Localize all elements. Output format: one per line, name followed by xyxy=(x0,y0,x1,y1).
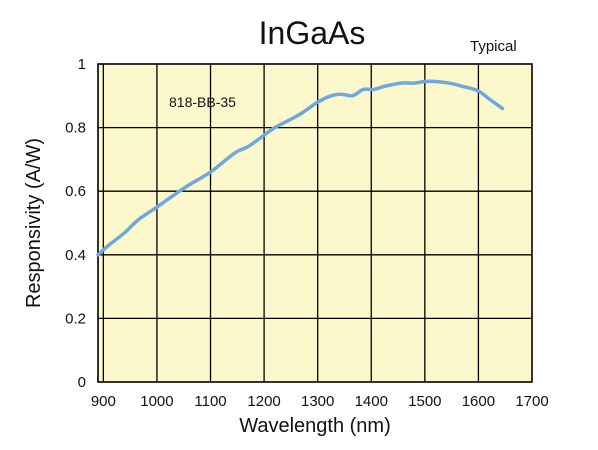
x-tick-labels: 900 1000 1100 1200 1300 1400 1500 1600 1700 xyxy=(91,393,549,410)
y-tick-label: 0.6 xyxy=(65,183,86,200)
plot-frame xyxy=(97,63,533,383)
chart-title: InGaAs xyxy=(259,15,366,51)
y-axis-label: Responsivity (A/W) xyxy=(23,138,45,308)
y-tick-label: 0.2 xyxy=(65,310,86,327)
y-tick-label: 0 xyxy=(78,374,86,391)
x-tick-label: 1700 xyxy=(515,393,548,410)
x-tick-label: 1600 xyxy=(462,393,495,410)
x-tick-label: 1400 xyxy=(355,393,388,410)
responsivity-line xyxy=(96,79,505,257)
x-tick-label: 1300 xyxy=(301,393,334,410)
y-tick-label: 1 xyxy=(78,56,86,73)
x-tick-label: 900 xyxy=(91,393,116,410)
x-tick-label: 1100 xyxy=(194,393,226,410)
series-annotation: 818-BB-35 xyxy=(169,94,236,110)
x-tick-label: 1000 xyxy=(140,393,173,410)
chart-subtitle: Typical xyxy=(470,38,517,55)
y-tick-labels: 0 0.2 0.4 0.6 0.8 1 xyxy=(65,56,86,391)
x-axis-label: Wavelength (nm) xyxy=(239,415,391,437)
x-tick-label: 1500 xyxy=(408,393,441,410)
y-tick-label: 0.8 xyxy=(65,120,86,137)
y-tick-label: 0.4 xyxy=(65,247,86,264)
plot-background xyxy=(98,64,532,382)
grid xyxy=(98,64,532,382)
x-tick-label: 1200 xyxy=(247,393,280,410)
